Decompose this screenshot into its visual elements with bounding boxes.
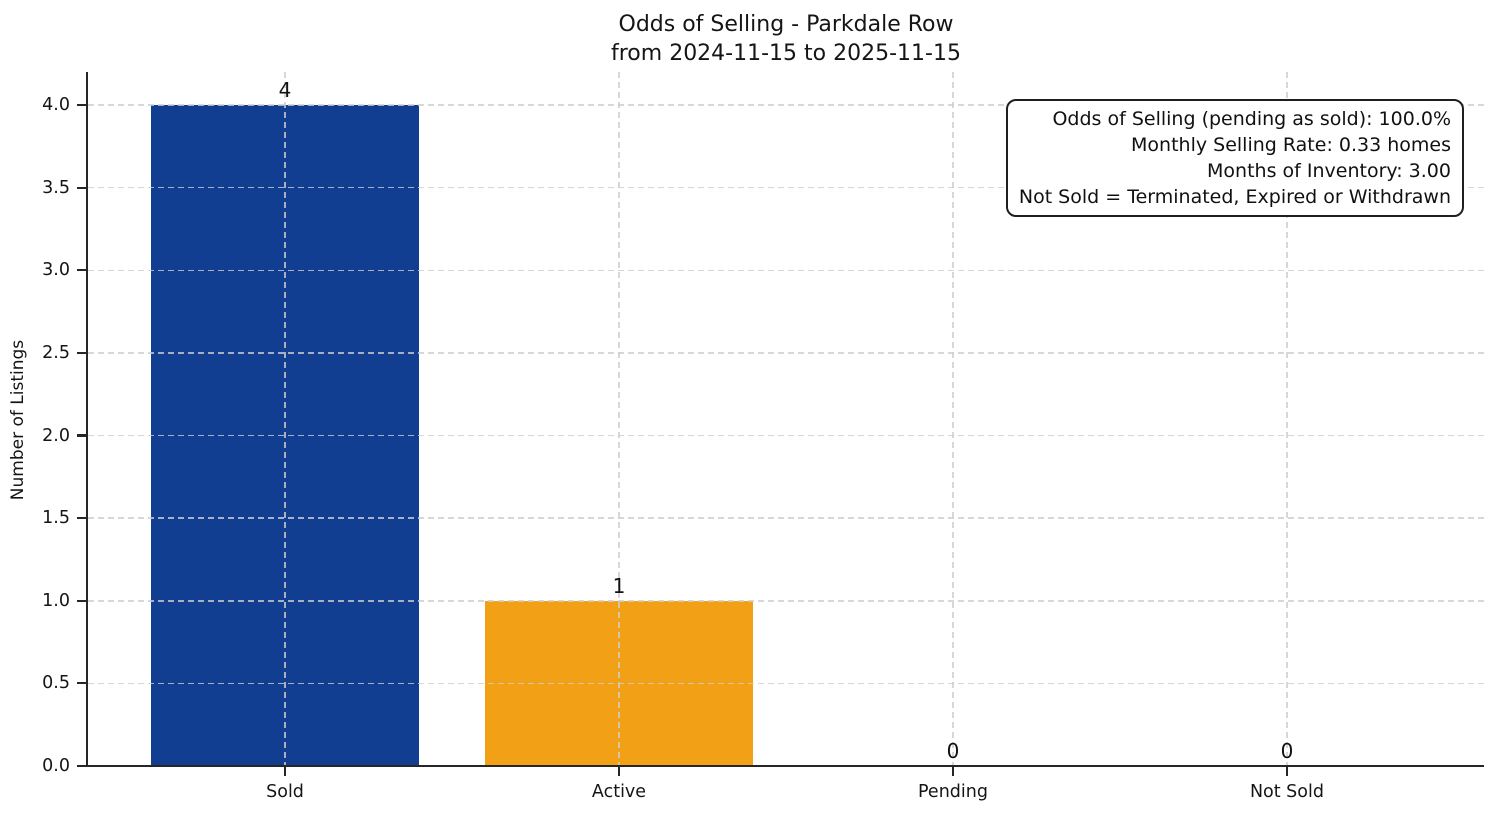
plot-area: 4 1 0 0 0.0 0.5 1.0 1.5 2.0 2.5 3.0 3.5 4.0 Sold Acti…	[42, 72, 1484, 802]
y-tick-label: 3.5	[42, 177, 70, 198]
y-tick-mark	[77, 351, 87, 354]
bar-value-label-not-sold: 0	[1280, 739, 1294, 763]
annotation-line-monthly-selling-rate: Monthly Selling Rate: 0.33 homes	[1131, 134, 1451, 156]
y-tick-mark	[77, 103, 87, 107]
y-axis-label: Number of Listings	[8, 339, 28, 501]
y-tick-mark	[77, 682, 87, 685]
y-tick-label: 4.0	[42, 95, 70, 116]
x-tick-mark	[283, 766, 287, 776]
horizontal-gridline	[88, 434, 1484, 437]
horizontal-gridline	[88, 104, 1484, 106]
y-tick-mark	[77, 186, 87, 189]
x-tick-label-sold: Sold	[266, 782, 304, 802]
annotation-line-not-sold-definition: Not Sold = Terminated, Expired or Withdr…	[1018, 186, 1451, 208]
bar-value-label-pending: 0	[946, 739, 960, 763]
y-tick-label: 3.0	[42, 260, 70, 281]
bar-value-label-active: 1	[612, 573, 626, 598]
horizontal-gridline	[88, 682, 1484, 685]
y-tick-label: 2.0	[42, 425, 70, 446]
horizontal-gridline	[88, 600, 1484, 602]
y-tick-mark	[77, 434, 87, 437]
chart-title-block: Odds of Selling - Parkdale Row from 2024…	[88, 10, 1484, 68]
vertical-gridline	[1286, 72, 1288, 766]
y-tick-label: 0.0	[42, 756, 70, 776]
y-tick-mark	[77, 269, 87, 272]
horizontal-gridline	[88, 269, 1484, 272]
x-tick-mark	[617, 766, 621, 776]
annotation-line-odds-of-selling: Odds of Selling (pending as sold): 100.0…	[1052, 108, 1451, 130]
horizontal-gridline	[88, 352, 1484, 354]
chart-title: Odds of Selling - Parkdale Row	[618, 12, 954, 37]
x-tick-label-active: Active	[591, 782, 647, 802]
y-tick-label: 1.5	[42, 508, 70, 529]
x-tick-label-pending: Pending	[918, 782, 988, 802]
x-tick-label-not-sold: Not Sold	[1249, 782, 1324, 802]
x-axis-spine	[86, 764, 1484, 767]
vertical-gridline	[618, 72, 620, 766]
vertical-gridline	[284, 72, 286, 766]
x-tick-mark	[951, 766, 955, 776]
horizontal-gridline	[88, 186, 1484, 189]
horizontal-gridline	[88, 517, 1484, 519]
y-tick-mark	[77, 764, 87, 768]
chart-subtitle: from 2024-11-15 to 2025-11-15	[611, 41, 961, 66]
y-tick-label: 1.0	[42, 590, 70, 611]
y-tick-mark	[77, 517, 87, 520]
y-tick-label: 2.5	[42, 342, 70, 363]
bar-value-label-sold: 4	[278, 78, 292, 103]
y-tick-label: 0.5	[42, 673, 70, 694]
y-tick-mark	[77, 599, 87, 602]
stats-annotation-box: Odds of Selling (pending as sold): 100.0…	[1005, 99, 1464, 217]
y-axis-spine	[86, 72, 89, 767]
x-tick-mark	[1285, 766, 1289, 776]
vertical-gridline	[952, 72, 954, 766]
annotation-line-months-of-inventory: Months of Inventory: 3.00	[1207, 160, 1451, 182]
